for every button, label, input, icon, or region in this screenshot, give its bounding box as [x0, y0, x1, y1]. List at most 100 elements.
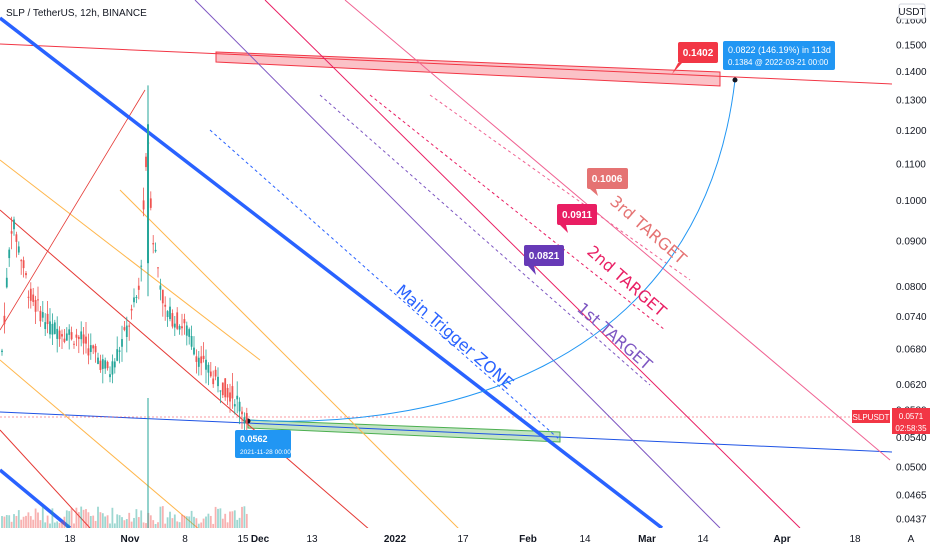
volume-bar	[56, 521, 59, 528]
volume-bar	[34, 508, 37, 528]
volume-bar	[63, 516, 66, 528]
volume-bar	[229, 511, 231, 528]
volume-bar	[200, 522, 203, 528]
target3-dashed	[429, 94, 691, 281]
volume-bar	[118, 515, 121, 528]
candle-body	[25, 273, 27, 276]
candle-body	[70, 332, 73, 340]
candle-body	[101, 359, 104, 369]
volume-bar	[226, 522, 229, 528]
entry-box	[235, 430, 291, 458]
volume-bar	[195, 518, 198, 528]
current-price-value: 0.0571	[899, 412, 924, 421]
time-tick-label: 15	[237, 534, 249, 545]
candle-body	[233, 404, 236, 407]
target3-line	[344, 0, 891, 461]
candle-body	[13, 219, 15, 230]
red-channel-line	[0, 429, 91, 529]
candle-body	[29, 288, 32, 301]
volume-bar	[37, 512, 39, 528]
candle-body	[219, 390, 222, 392]
candle-body	[22, 260, 25, 269]
entry-date: 2021-11-28 00:00	[240, 449, 291, 456]
candle-body	[58, 330, 61, 340]
support-zone	[247, 419, 561, 443]
candle-body	[77, 336, 80, 339]
candle-body	[27, 296, 30, 298]
candle-body	[8, 249, 11, 259]
time-tick-label: Dec	[251, 534, 270, 545]
candle-body	[142, 200, 145, 210]
resistance-zone	[215, 51, 721, 87]
volume-bar	[128, 512, 131, 528]
candle-body	[1, 350, 3, 353]
candle-body	[212, 378, 215, 385]
volume-bar	[29, 516, 32, 528]
price-tick-label: 0.0680	[896, 344, 927, 355]
candle-body	[209, 371, 212, 377]
volume-bar	[135, 509, 138, 528]
price-tick-label: 0.0540	[896, 433, 927, 444]
candle-body	[104, 360, 107, 369]
volume-bar	[202, 518, 205, 528]
candle-body	[221, 382, 224, 396]
volume-bar	[58, 522, 61, 528]
volume-bar	[113, 523, 116, 528]
candle-body	[20, 260, 23, 262]
orange-channel-line	[0, 359, 201, 531]
main-trend-line	[0, 16, 664, 530]
volume-bar	[217, 508, 219, 528]
price-tick-label: 0.1000	[896, 196, 927, 207]
target1-value: 0.0821	[529, 251, 560, 262]
target3-tag	[587, 168, 628, 189]
currency-button[interactable]	[898, 3, 926, 20]
volume-bar	[190, 510, 193, 528]
candle-body	[51, 323, 54, 335]
price-tick-label: 0.0465	[896, 491, 927, 502]
target1-tag	[524, 245, 564, 266]
target1-label: 1st TARGET	[573, 299, 656, 374]
candle-body	[106, 361, 109, 369]
tag-pointer	[528, 266, 536, 275]
candle-body	[5, 277, 8, 288]
price-tick-label: 0.1100	[896, 160, 926, 171]
candle-body	[85, 336, 87, 344]
candle-body	[147, 124, 149, 264]
volume-bar	[123, 520, 126, 528]
candle-body	[166, 311, 169, 318]
price-tick-label: 0.1500	[896, 40, 927, 51]
time-axis[interactable]: 18 Nov 8 15 Dec 13 2022 17 Feb 14 Mar 14 Apr 18 A	[64, 534, 914, 545]
volume-bar	[1, 516, 3, 528]
candle-body	[37, 299, 39, 301]
candle-body	[109, 374, 111, 378]
candle-body	[145, 156, 147, 168]
candle-body	[140, 265, 143, 267]
volume-bar	[20, 519, 23, 528]
volume-bar	[49, 523, 51, 528]
volume-bar	[154, 523, 157, 528]
candle-body	[205, 359, 207, 370]
candle-body	[56, 328, 59, 339]
volume-bar	[125, 519, 128, 528]
candle-body	[125, 325, 128, 337]
volume-bar	[236, 519, 239, 528]
price-tick-label: 0.0500	[896, 463, 927, 474]
candle-body	[231, 386, 234, 399]
candle-body	[94, 346, 97, 353]
candle-body	[193, 347, 195, 355]
candles	[1, 85, 248, 528]
countdown-value: 02:58:35	[895, 424, 927, 433]
target-point	[732, 77, 738, 83]
candle-body	[128, 325, 131, 327]
volume-bar	[173, 514, 176, 528]
volume-bar	[44, 522, 47, 528]
price-tick-label: 0.1600	[896, 16, 927, 27]
volume-bar	[92, 515, 95, 528]
candle-body	[113, 361, 116, 368]
volume-bar	[80, 506, 83, 528]
candle-body	[68, 329, 71, 335]
candle-body	[15, 234, 18, 242]
volume-bar	[32, 519, 35, 528]
volume-bar	[241, 506, 243, 528]
